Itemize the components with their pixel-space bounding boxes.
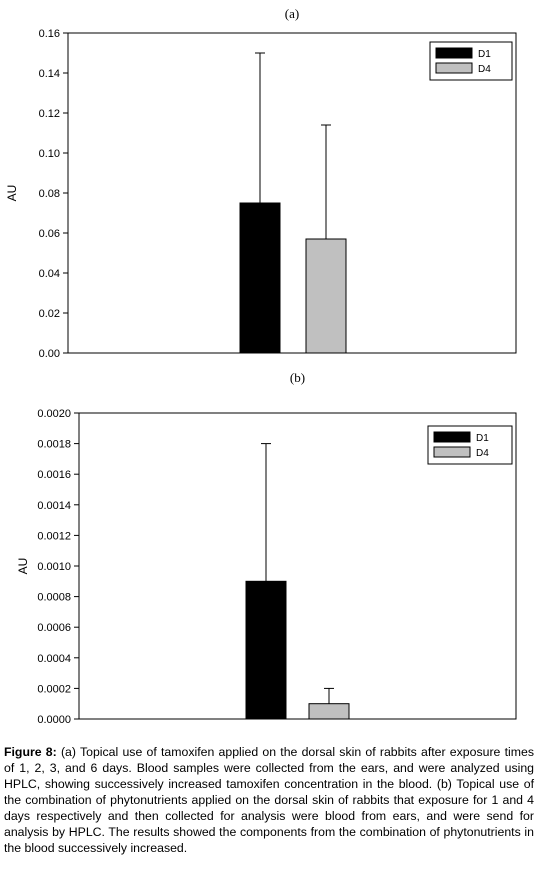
- y-tick-label: 0.0016: [37, 469, 71, 481]
- bar-d1: [239, 202, 281, 354]
- y-tick-label: 0.08: [39, 188, 60, 200]
- y-tick-label: 0.0012: [37, 530, 71, 542]
- caption-text: (a) Topical use of tamoxifen applied on …: [4, 745, 534, 855]
- chart-panel-b: (b) 0.0000 0.0002 0.0004 0.0006 0.0008 0.0010 0…: [16, 370, 517, 726]
- caption-label: Figure 8:: [4, 745, 57, 759]
- y-axis-label: AU: [5, 185, 19, 202]
- bar-d1: [245, 580, 287, 720]
- y-tick-label: 0.02: [39, 308, 60, 320]
- legend-swatch-d4: [433, 446, 471, 458]
- legend-swatch-d4: [435, 62, 473, 74]
- y-tick-label: 0.0020: [37, 408, 71, 420]
- bar-d4: [308, 703, 350, 720]
- y-tick-label: 0.00: [39, 348, 60, 360]
- chart-panel-a: (a) 0.00 0.02 0.04 0.06 0.08 0.10 0.12 0.14 0.16 A…: [5, 6, 517, 360]
- legend-swatch-d1: [433, 431, 471, 443]
- legend-label-d1: D1: [478, 49, 491, 60]
- y-tick-label: 0.0006: [37, 622, 71, 634]
- y-tick-label: 0.0002: [37, 683, 71, 695]
- plot-frame: [67, 32, 517, 354]
- y-tick-label: 0.0010: [37, 561, 71, 573]
- figure: (a) 0.00 0.02 0.04 0.06 0.08 0.10 0.12 0.14 0.16 A…: [5, 6, 517, 726]
- legend-label-d4: D4: [478, 64, 491, 75]
- legend-label-d1: D1: [476, 433, 489, 444]
- figure-caption: Figure 8: (a) Topical use of tamoxifen a…: [4, 744, 534, 856]
- y-tick-label: 0.0004: [37, 653, 71, 665]
- legend-swatch-d1: [435, 47, 473, 59]
- bar-d4: [305, 238, 347, 354]
- y-tick-label: 0.12: [39, 108, 60, 120]
- y-axis-label: AU: [16, 558, 30, 575]
- y-tick-label: 0.06: [39, 228, 60, 240]
- y-tick-label: 0.0014: [37, 500, 71, 512]
- y-tick-label: 0.14: [39, 68, 60, 80]
- y-tick-label: 0.04: [39, 268, 60, 280]
- y-tick-label: 0.0018: [37, 439, 71, 451]
- y-tick-label: 0.0000: [37, 714, 71, 726]
- legend-label-d4: D4: [476, 448, 489, 459]
- y-tick-label: 0.0008: [37, 592, 71, 604]
- y-tick-label: 0.16: [39, 28, 60, 40]
- panel-label: (a): [285, 6, 299, 21]
- panel-label: (b): [290, 370, 305, 385]
- y-tick-label: 0.10: [39, 148, 60, 160]
